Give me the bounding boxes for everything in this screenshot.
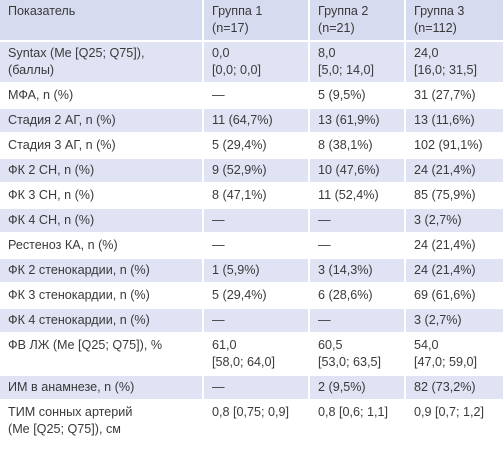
table-row: Стадия 3 АГ, n (%) 5 (29,4%) 8 (38,1%) 102 …: [0, 133, 504, 159]
row-label: ФК 2 СН, n (%): [0, 158, 204, 184]
group-2-value: 8 (38,1%): [309, 133, 406, 159]
group-2-value: 8,0 [5,0; 14,0]: [309, 41, 406, 84]
table-row: Syntax (Me [Q25; Q75]), (баллы) 0,0 [0,0;…: [0, 41, 504, 84]
table-row: ИМ в анамнезе, n (%) —2 (9,5%) 82 (73,2%): [0, 375, 504, 401]
group-2-value: 10 (47,6%): [309, 158, 406, 184]
group-1-value: —: [203, 375, 310, 401]
group-3-value: 24 (21,4%): [405, 233, 504, 259]
table-row: ФВ ЛЖ (Me [Q25; Q75]), % 61,0 [58,0; 64,0…: [0, 333, 504, 376]
row-label: Стадия 2 АГ, n (%): [0, 108, 204, 134]
group-1-value: 0,0 [0,0; 0,0]: [203, 41, 310, 84]
group-3-value: 102 (91,1%): [405, 133, 504, 159]
table-row: ФК 3 СН, n (%) 8 (47,1%) 11 (52,4%) 85 (75,…: [0, 183, 504, 209]
group-1-value: —: [203, 208, 310, 234]
table-row: Рестеноз КА, n (%) — —24 (21,4%): [0, 233, 504, 259]
group-3-value: 13 (11,6%): [405, 108, 504, 134]
row-label: ИМ в анамнезе, n (%): [0, 375, 204, 401]
table-row: МФА, n (%) —5 (9,5%) 31 (27,7%): [0, 83, 504, 109]
group-3-value: 82 (73,2%): [405, 375, 504, 401]
row-label: ФК 4 СН, n (%): [0, 208, 204, 234]
table-row: ФК 4 стенокардии, n (%) — —3 (2,7%): [0, 308, 504, 334]
row-label: Syntax (Me [Q25; Q75]), (баллы): [0, 41, 204, 84]
table-row: ФК 2 стенокардии, n (%) 1 (5,9%) 3 (14,3%)…: [0, 258, 504, 284]
row-label: Стадия 3 АГ, n (%): [0, 133, 204, 159]
group-3-value: 85 (75,9%): [405, 183, 504, 209]
row-label: ФК 2 стенокардии, n (%): [0, 258, 204, 284]
row-label: ФВ ЛЖ (Me [Q25; Q75]), %: [0, 333, 204, 376]
header-group-3: Группа 3 (n=112): [405, 0, 504, 42]
table-row: ФК 4 СН, n (%) — —3 (2,7%): [0, 208, 504, 234]
group-3-value: 3 (2,7%): [405, 208, 504, 234]
table-row: ФК 3 стенокардии, n (%) 5 (29,4%) 6 (28,6%…: [0, 283, 504, 309]
group-2-value: 2 (9,5%): [309, 375, 406, 401]
table-row: ТИМ сонных артерий (Me [Q25; Q75]), см 0,…: [0, 400, 504, 443]
group-3-value: 69 (61,6%): [405, 283, 504, 309]
group-2-value: 3 (14,3%): [309, 258, 406, 284]
group-1-value: —: [203, 83, 310, 109]
group-3-value: 3 (2,7%): [405, 308, 504, 334]
group-2-value: —: [309, 233, 406, 259]
group-1-value: 8 (47,1%): [203, 183, 310, 209]
row-label: МФА, n (%): [0, 83, 204, 109]
group-2-value: 13 (61,9%): [309, 108, 406, 134]
group-2-value: 6 (28,6%): [309, 283, 406, 309]
group-1-value: 61,0 [58,0; 64,0]: [203, 333, 310, 376]
group-2-value: —: [309, 308, 406, 334]
row-label: ФК 3 СН, n (%): [0, 183, 204, 209]
group-2-value: 0,8 [0,6; 1,1]: [309, 400, 406, 443]
comparison-table: Показатель Группа 1 (n=17) Группа 2 (n=2…: [0, 0, 504, 443]
table-body: Syntax (Me [Q25; Q75]), (баллы) 0,0 [0,0;…: [0, 41, 504, 443]
row-label: ФК 4 стенокардии, n (%): [0, 308, 204, 334]
group-1-value: 11 (64,7%): [203, 108, 310, 134]
group-1-value: 5 (29,4%): [203, 133, 310, 159]
header-group-2: Группа 2 (n=21): [309, 0, 406, 42]
group-3-value: 54,0 [47,0; 59,0]: [405, 333, 504, 376]
group-3-value: 24,0 [16,0; 31,5]: [405, 41, 504, 84]
header-indicator: Показатель: [0, 0, 204, 42]
group-2-value: 11 (52,4%): [309, 183, 406, 209]
group-3-value: 0,9 [0,7; 1,2]: [405, 400, 504, 443]
table-row: Стадия 2 АГ, n (%) 11 (64,7%) 13 (61,9%) 13…: [0, 108, 504, 134]
group-3-value: 31 (27,7%): [405, 83, 504, 109]
row-label: ФК 3 стенокардии, n (%): [0, 283, 204, 309]
group-1-value: 5 (29,4%): [203, 283, 310, 309]
header-group-1: Группа 1 (n=17): [203, 0, 310, 42]
table-row: ФК 2 СН, n (%) 9 (52,9%) 10 (47,6%) 24 (21,…: [0, 158, 504, 184]
group-2-value: 5 (9,5%): [309, 83, 406, 109]
group-1-value: —: [203, 233, 310, 259]
row-label: Рестеноз КА, n (%): [0, 233, 204, 259]
group-2-value: —: [309, 208, 406, 234]
group-3-value: 24 (21,4%): [405, 258, 504, 284]
group-3-value: 24 (21,4%): [405, 158, 504, 184]
group-1-value: 1 (5,9%): [203, 258, 310, 284]
group-1-value: 0,8 [0,75; 0,9]: [203, 400, 310, 443]
group-1-value: —: [203, 308, 310, 334]
group-2-value: 60,5 [53,0; 63,5]: [309, 333, 406, 376]
group-1-value: 9 (52,9%): [203, 158, 310, 184]
table-header-row: Показатель Группа 1 (n=17) Группа 2 (n=2…: [0, 0, 504, 42]
row-label: ТИМ сонных артерий (Me [Q25; Q75]), см: [0, 400, 204, 443]
